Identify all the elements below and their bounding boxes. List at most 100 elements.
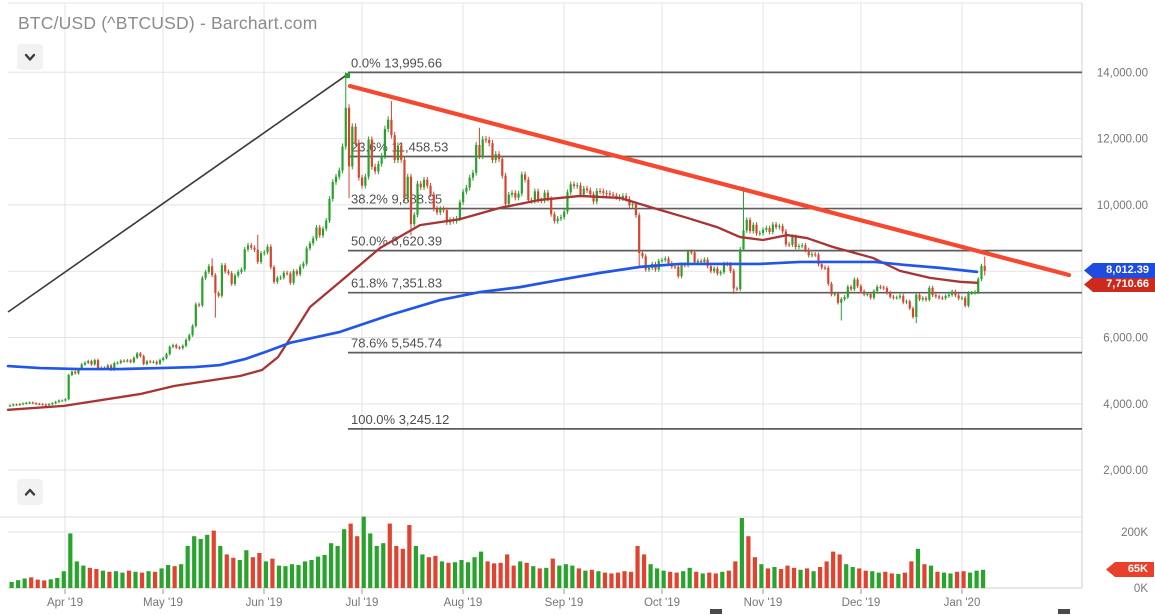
volume-bar	[615, 572, 621, 588]
candle-body	[263, 252, 266, 254]
candle-body	[83, 362, 87, 365]
candle-body	[507, 194, 510, 204]
candle-body	[810, 254, 814, 256]
candle-body	[416, 183, 419, 215]
volume-bar	[302, 561, 308, 588]
candle-body	[938, 296, 941, 298]
candle-body	[145, 361, 149, 365]
candle-body	[559, 217, 563, 219]
candle-body	[25, 402, 28, 404]
candle-body	[612, 194, 615, 196]
volume-bar	[563, 564, 568, 588]
x-axis-label: May '19	[143, 597, 183, 609]
fib-label: 50.0% 8,620.39	[351, 234, 442, 249]
candle-body	[227, 271, 230, 274]
candle-body	[240, 269, 243, 272]
candle-body	[292, 271, 295, 283]
volume-bar	[42, 580, 47, 588]
candle-body	[872, 291, 875, 298]
volume-bar	[120, 572, 125, 588]
candle-body	[980, 265, 983, 280]
candle-body	[57, 400, 60, 402]
volume-bar	[179, 564, 184, 588]
candle-body	[184, 339, 188, 346]
volume-bar	[498, 562, 503, 588]
candle-body	[406, 176, 409, 199]
collapse-volume-pane-button[interactable]	[17, 479, 43, 505]
candle-body	[755, 224, 758, 234]
volume-bar	[192, 536, 197, 588]
candle-body	[716, 268, 719, 274]
candle-body	[413, 214, 416, 225]
candle-body	[426, 179, 429, 186]
volume-bar	[589, 569, 595, 588]
last-price-badge: 8,012.39	[1084, 263, 1155, 278]
scrollbar-thumb-right[interactable]	[1058, 609, 1070, 614]
candle-body	[233, 275, 237, 284]
candle-body	[387, 119, 390, 129]
candle-body	[673, 266, 677, 268]
volume-bar	[485, 561, 490, 588]
y-axis-label: 14,000.00	[1097, 67, 1148, 79]
volume-bar	[765, 568, 771, 588]
candle-body	[973, 292, 977, 294]
candle-body	[331, 182, 334, 199]
volume-bar	[674, 572, 679, 588]
candle-body	[315, 227, 318, 239]
volume-bar	[263, 561, 269, 588]
candle-body	[334, 176, 338, 183]
candle-body	[758, 233, 761, 235]
volume-bar	[857, 568, 862, 588]
uptrend-line	[7, 73, 349, 313]
scrollbar-thumb-left[interactable]	[710, 609, 722, 614]
volume-bar	[459, 560, 464, 588]
candle-body	[351, 126, 354, 167]
moving-averages	[6, 194, 979, 411]
candle-body	[817, 254, 820, 265]
candle-body	[44, 404, 47, 406]
candle-body	[246, 245, 250, 250]
candle-body	[853, 279, 856, 290]
candle-body	[93, 360, 96, 365]
candle-body	[191, 325, 194, 336]
volume-bar	[426, 557, 432, 588]
candle-body	[781, 226, 784, 232]
candle-body	[152, 361, 155, 363]
volume-bar	[322, 554, 327, 588]
volume-bar	[296, 565, 301, 588]
candle-body	[178, 347, 181, 349]
candle-body	[566, 192, 569, 212]
volume-bar	[446, 562, 451, 588]
volume-bar	[159, 568, 164, 588]
candle-body	[752, 224, 755, 232]
volume-bar	[570, 565, 575, 588]
volume-bar	[935, 571, 940, 588]
candle-body	[429, 185, 432, 195]
volume-bar	[518, 561, 523, 588]
candle-body	[983, 265, 986, 271]
candle-body	[308, 243, 312, 249]
volume-bar	[387, 523, 392, 588]
candle-body	[484, 139, 488, 141]
candle-body	[954, 291, 957, 296]
volume-bar	[739, 518, 744, 588]
volume-bar	[224, 554, 229, 588]
candle-body	[90, 361, 93, 365]
volume-bar	[583, 570, 588, 588]
candle-body	[61, 400, 64, 402]
candle-body	[142, 356, 145, 365]
candle-body	[572, 184, 576, 186]
candle-body	[863, 291, 866, 295]
candle-body	[602, 191, 605, 193]
collapse-main-pane-button[interactable]	[17, 44, 43, 70]
volume-bar	[818, 567, 823, 588]
candle-body	[625, 195, 628, 199]
candle-body	[295, 271, 298, 275]
candle-body	[856, 279, 859, 287]
candle-body	[885, 288, 889, 293]
volume-bar	[107, 571, 112, 588]
volume-bar	[948, 573, 953, 588]
candle-body	[396, 145, 400, 161]
candle-body	[214, 275, 217, 294]
